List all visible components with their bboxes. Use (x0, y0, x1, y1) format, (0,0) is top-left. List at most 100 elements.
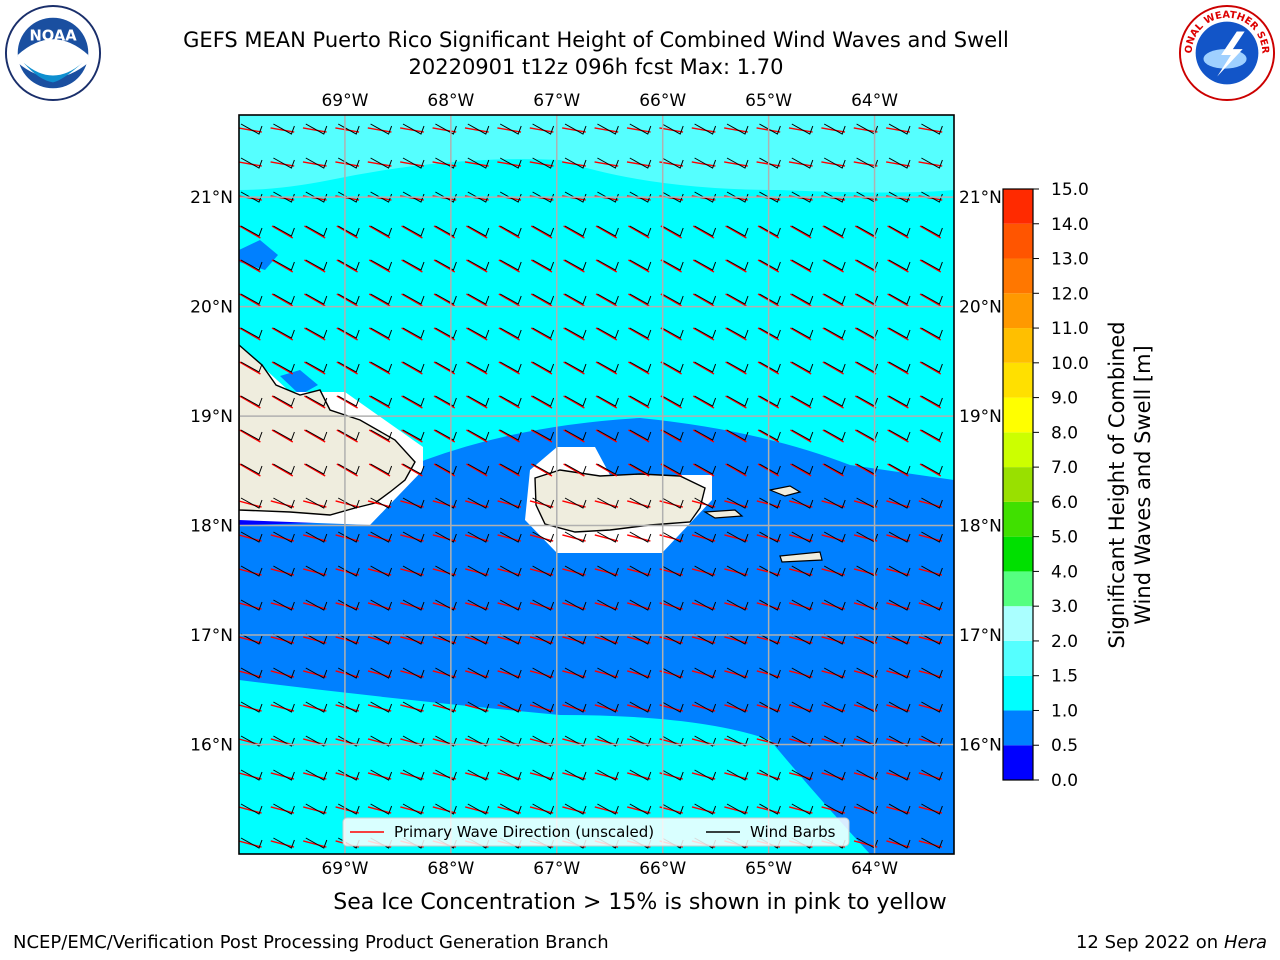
wave-arrow (239, 568, 262, 576)
wind-barb (791, 395, 814, 407)
primary-wave-direction-arrows (239, 127, 943, 848)
wave-arrow (918, 772, 943, 780)
wave-arrow (594, 161, 619, 167)
wave-arrow (659, 602, 683, 610)
wind-barb (597, 667, 619, 679)
wave-arrow (692, 395, 715, 409)
wind-barb (791, 361, 814, 373)
wind-barb (759, 497, 781, 509)
wave-arrow (464, 127, 489, 133)
wind-barb (435, 395, 457, 407)
wind-barb (499, 667, 522, 679)
wave-arrow (821, 127, 846, 133)
wind-barb (726, 395, 749, 407)
wind-barb (823, 259, 846, 271)
wave-arrow (725, 293, 747, 307)
wave-arrow (239, 361, 261, 375)
wind-barb (402, 259, 425, 271)
wave-arrow (400, 602, 424, 610)
wave-arrow (627, 602, 651, 610)
wind-barb (921, 667, 943, 679)
machine-text: Hera (1223, 932, 1267, 953)
wave-arrow (303, 568, 327, 576)
wind-barb (726, 327, 749, 339)
colorbar-tick-label: 14.0 (1051, 215, 1089, 235)
wave-arrow (788, 127, 813, 133)
wave-arrow (529, 806, 554, 814)
wave-arrow (367, 772, 392, 780)
wind-barb (273, 531, 295, 543)
wave-arrow (691, 500, 716, 508)
lon-tick-label: 67°W (533, 91, 580, 111)
wind-barb (467, 735, 490, 747)
wave-arrow (530, 259, 553, 273)
wave-arrow (562, 636, 586, 644)
wind-barb (726, 633, 749, 645)
colorbar-segment (1003, 536, 1033, 572)
wave-arrow (692, 225, 715, 239)
lat-tick-label: 16°N (190, 736, 233, 756)
wave-arrow (853, 568, 878, 576)
wind-barb (597, 769, 619, 781)
wave-arrow (465, 568, 489, 576)
wave-arrow (821, 636, 845, 644)
wind-barb (759, 701, 781, 713)
wave-arrow (659, 704, 683, 712)
colorbar-segment (1003, 328, 1033, 363)
wind-barb (305, 361, 328, 373)
wind-barb (629, 259, 652, 271)
wind-barb (273, 259, 295, 271)
wind-barb (694, 667, 717, 679)
wind-barb (759, 225, 781, 237)
wave-arrow (270, 670, 295, 678)
wave-arrow (724, 806, 748, 814)
wave-arrow (239, 395, 261, 409)
wind-barb (823, 735, 846, 747)
lon-tick-label: 66°W (639, 859, 686, 879)
wave-arrow (886, 534, 910, 542)
wind-barb (921, 701, 943, 713)
wave-arrow (725, 225, 747, 239)
wave-arrow (918, 568, 943, 576)
wave-arrow (918, 602, 943, 610)
wave-arrow (725, 327, 747, 341)
wave-arrow (660, 225, 682, 239)
wave-arrow (595, 293, 618, 307)
wave-arrow (724, 602, 748, 610)
wind-barb (759, 531, 781, 543)
wind-barb (791, 667, 814, 679)
wave-arrow (562, 127, 586, 133)
wind-barb (888, 769, 911, 781)
wind-barb (240, 225, 263, 237)
wave-arrow (822, 225, 844, 239)
wave-arrow (335, 127, 360, 133)
wind-barb (661, 667, 684, 679)
wind-barb (629, 463, 652, 475)
colorbar-tick-label: 4.0 (1051, 562, 1078, 582)
wave-arrow (432, 500, 457, 508)
wind-barb (661, 225, 684, 237)
wind-barb (921, 225, 943, 237)
wind-barb (597, 157, 619, 169)
wind-barb (921, 769, 943, 781)
wave-arrow (627, 534, 651, 542)
land-vieques (703, 509, 744, 519)
wind-barb (564, 701, 587, 713)
wind-barb (499, 803, 522, 815)
wave-arrow (918, 704, 943, 712)
wind-barb (305, 599, 328, 611)
wind-barb (629, 803, 652, 815)
wave-arrow (432, 772, 457, 780)
noaa-logo: NOAA (4, 4, 102, 102)
wave-arrow (821, 704, 845, 712)
wave-arrow (239, 225, 261, 239)
wave-arrow (529, 127, 554, 133)
wave-arrow (270, 704, 295, 712)
wind-barb (532, 259, 555, 271)
credit-text: NCEP/EMC/Verification Post Processing Pr… (13, 932, 609, 953)
wind-barb (823, 769, 846, 781)
wind-barb (629, 769, 652, 781)
wave-arrow (239, 806, 262, 814)
wave-arrow (302, 127, 327, 133)
wind-barb (435, 633, 457, 645)
